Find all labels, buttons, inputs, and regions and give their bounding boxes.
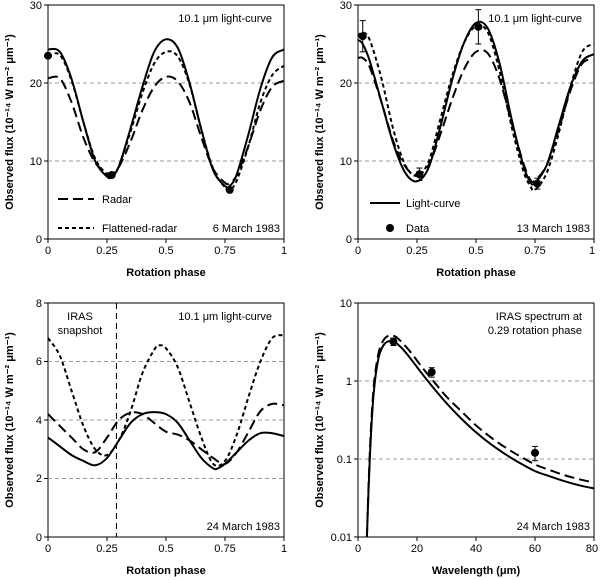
legend-label-flattened-radar: Flattened-radar <box>102 223 178 235</box>
series-line-long-dash <box>47 75 285 186</box>
xtick-label: 0 <box>355 245 361 257</box>
xtick-label: 0.75 <box>524 245 545 257</box>
panel-2: 0 10 20 30 0 0.25 0.5 0.75 1 Rotation ph… <box>314 0 595 279</box>
ytick-label: 6 <box>36 356 42 368</box>
panel-3: 0 2 4 6 8 0 0.25 0.5 0.75 1 Rotation pha… <box>4 298 287 577</box>
xtick-label: 0.25 <box>96 543 117 555</box>
x-axis-title: Rotation phase <box>126 565 205 577</box>
series-line-short-dash <box>357 24 595 192</box>
xtick-label: 0.5 <box>468 245 483 257</box>
xtick-label: 1 <box>281 543 287 555</box>
ytick-label: 20 <box>340 78 352 90</box>
y-axis-title: Observed flux (10⁻¹⁴ W m⁻² μm⁻¹) <box>4 332 16 508</box>
series-line-solid <box>365 340 595 538</box>
xtick-label: 0.25 <box>96 245 117 257</box>
x-axis-title: Wavelength (μm) <box>432 565 521 577</box>
annotation-date: 24 March 1983 <box>207 521 280 533</box>
data-point <box>358 32 367 41</box>
xtick-label: 0 <box>45 245 51 257</box>
data-point <box>427 368 436 377</box>
xtick-label: 20 <box>411 543 423 555</box>
legend-label-radar: Radar <box>102 194 132 206</box>
series-line-long-dash <box>365 334 595 538</box>
xtick-label: 0 <box>45 543 51 555</box>
xtick-label: 40 <box>470 543 482 555</box>
ytick-label: 30 <box>30 0 42 12</box>
xtick-label: 0.75 <box>214 245 235 257</box>
ytick-label: 0 <box>346 234 352 246</box>
data-point <box>474 22 483 31</box>
data-point <box>107 171 116 180</box>
data-point <box>225 185 234 194</box>
ytick-label: 0 <box>36 532 42 544</box>
xtick-label: 60 <box>529 543 541 555</box>
ytick-label: 0.01 <box>331 532 352 544</box>
annotation-snapshot: snapshot <box>58 325 103 337</box>
series-line-solid <box>357 20 595 186</box>
y-axis-title: Observed flux (10⁻¹⁴ W m⁻² μm⁻¹) <box>314 34 326 210</box>
xtick-label: 0.5 <box>158 245 173 257</box>
data-point <box>533 179 542 188</box>
ytick-label: 10 <box>340 298 352 310</box>
data-point <box>44 51 52 60</box>
legend-label-light-curve: Light-curve <box>406 198 460 210</box>
panel-1: 0 10 20 30 0 0.25 0.5 0.75 1 Rotation ph… <box>4 0 287 279</box>
xtick-label: 0.75 <box>214 543 235 555</box>
ytick-label: 2 <box>36 473 42 485</box>
series-line-short-dash <box>47 334 285 467</box>
series-line-long-dash <box>357 48 595 184</box>
xtick-label: 0 <box>355 543 361 555</box>
annotation-iras-spectrum: IRAS spectrum at <box>496 311 582 323</box>
series-line-solid <box>47 38 285 189</box>
data-point <box>415 170 424 179</box>
y-axis-title: Observed flux (10⁻¹⁴ W m⁻² μm⁻¹) <box>4 34 16 210</box>
ytick-label: 0.1 <box>337 454 352 466</box>
xtick-label: 0.25 <box>406 245 427 257</box>
y-axis-title: Observed flux (10⁻¹⁴ W m⁻² μm⁻¹) <box>314 332 326 508</box>
xtick-label: 0.5 <box>158 543 173 555</box>
ytick-label: 30 <box>340 0 352 12</box>
x-axis-title: Rotation phase <box>126 267 205 279</box>
annotation-iras: IRAS <box>67 311 93 323</box>
ytick-label: 0 <box>36 234 42 246</box>
annotation-rotation-phase: 0.29 rotation phase <box>488 325 582 337</box>
annotation-date: 13 March 1983 <box>517 223 590 235</box>
ytick-label: 1 <box>346 376 352 388</box>
series-line-long-dash <box>47 402 285 466</box>
ytick-label: 8 <box>36 298 42 310</box>
annotation-light-curve: 10.1 μm light-curve <box>488 13 582 25</box>
annotation-light-curve: 10.1 μm light-curve <box>178 13 272 25</box>
annotation-light-curve: 10.1 μm light-curve <box>178 311 272 323</box>
legend-marker-data <box>386 224 394 232</box>
x-axis-title: Rotation phase <box>436 267 515 279</box>
annotation-date: 6 March 1983 <box>213 223 280 235</box>
ytick-label: 10 <box>30 156 42 168</box>
ytick-label: 20 <box>30 78 42 90</box>
series-line-solid <box>47 411 285 471</box>
annotation-date: 24 March 1983 <box>517 521 590 533</box>
data-point <box>389 337 398 346</box>
data-point <box>531 448 539 457</box>
xtick-label: 1 <box>281 245 287 257</box>
xtick-label: 1 <box>589 245 595 257</box>
xtick-label: 80 <box>586 543 598 555</box>
panel-4: 0.01 0.1 1 10 0 20 40 60 80 Wavelength (… <box>314 298 598 577</box>
legend-label-data: Data <box>406 223 430 235</box>
ytick-label: 10 <box>340 156 352 168</box>
ytick-label: 4 <box>36 415 42 427</box>
